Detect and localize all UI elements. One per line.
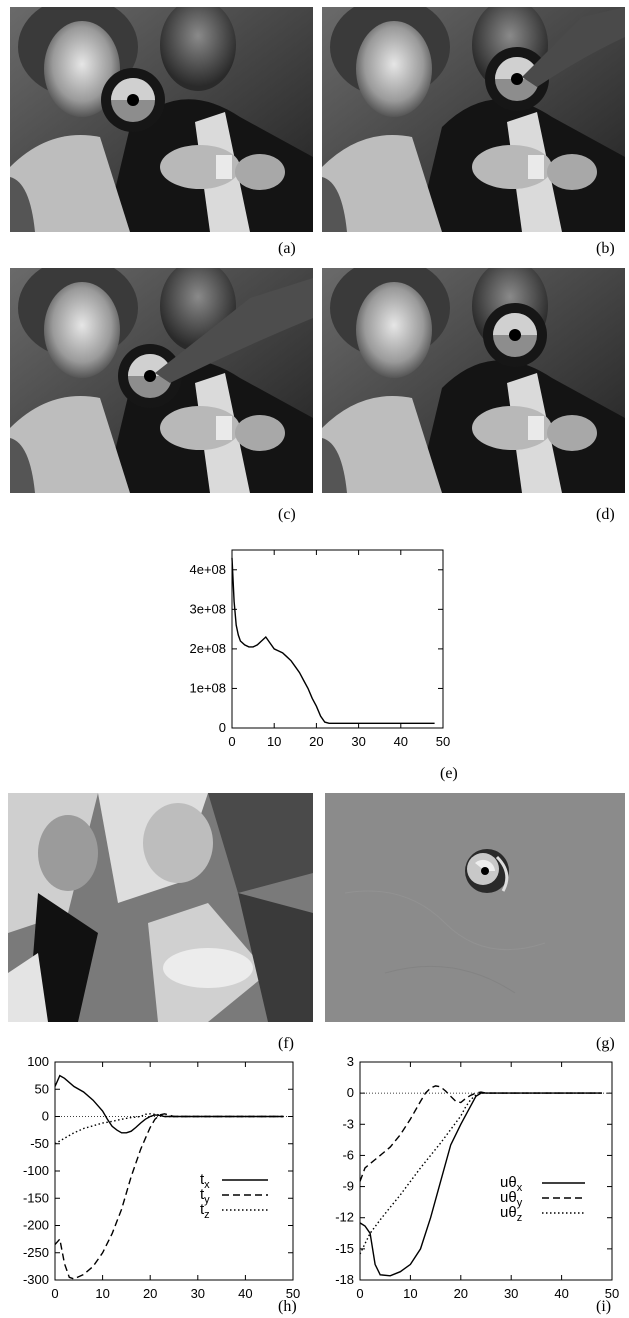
y-tick-label: 2e+08 — [189, 641, 226, 656]
legend-label: uθz — [500, 1204, 522, 1224]
photo-g — [325, 793, 625, 1022]
panel-label-a: (a) — [278, 240, 296, 257]
y-tick-label: -250 — [23, 1245, 49, 1260]
panel-label-c: (c) — [278, 506, 296, 523]
y-tick-label: 50 — [35, 1081, 49, 1096]
series-line-t_y — [54, 1113, 284, 1280]
legend-label: uθy — [500, 1189, 523, 1209]
x-tick-label: 30 — [504, 1286, 518, 1301]
y-tick-label: -9 — [342, 1179, 354, 1194]
y-tick-label: 3e+08 — [189, 601, 226, 616]
photo-d — [322, 268, 625, 493]
x-tick-label: 20 — [454, 1286, 468, 1301]
y-tick-label: -100 — [23, 1163, 49, 1178]
x-tick-label: 40 — [394, 734, 408, 749]
x-tick-label: 30 — [351, 734, 365, 749]
panel-label-h: (h) — [278, 1298, 297, 1315]
series-line-uθ_x — [359, 1092, 602, 1277]
x-tick-label: 20 — [309, 734, 323, 749]
photo-f — [8, 793, 313, 1022]
x-tick-label: 10 — [95, 1286, 109, 1301]
y-tick-label: 0 — [42, 1109, 49, 1124]
y-tick-label: 1e+08 — [189, 680, 226, 695]
legend-label: tx — [200, 1171, 210, 1191]
y-tick-label: -18 — [335, 1272, 354, 1287]
y-tick-label: -300 — [23, 1272, 49, 1287]
x-tick-label: 40 — [554, 1286, 568, 1301]
y-tick-label: 3 — [347, 1054, 354, 1069]
legend-label: ty — [200, 1186, 210, 1206]
x-tick-label: 0 — [228, 734, 235, 749]
x-tick-label: 0 — [356, 1286, 363, 1301]
photo-a — [10, 7, 313, 232]
photo-c — [10, 268, 313, 493]
legend-label: tz — [200, 1201, 210, 1221]
plot-frame-e — [231, 549, 444, 729]
photo-b — [322, 7, 625, 232]
x-tick-label: 20 — [143, 1286, 157, 1301]
x-tick-label: 40 — [238, 1286, 252, 1301]
series-line-uθ_y — [359, 1085, 602, 1182]
y-tick-label: -150 — [23, 1190, 49, 1205]
x-tick-label: 0 — [51, 1286, 58, 1301]
x-tick-label: 10 — [403, 1286, 417, 1301]
panel-label-b: (b) — [596, 240, 615, 257]
y-tick-label: 100 — [27, 1054, 49, 1069]
y-tick-label: -3 — [342, 1116, 354, 1131]
series-line-t_x — [54, 1074, 284, 1134]
y-tick-label: 4e+08 — [189, 562, 226, 577]
x-tick-label: 30 — [191, 1286, 205, 1301]
panel-label-g: (g) — [596, 1035, 615, 1052]
y-tick-label: 0 — [347, 1085, 354, 1100]
y-tick-label: -6 — [342, 1147, 354, 1162]
panel-label-i: (i) — [596, 1298, 612, 1315]
y-tick-label: -15 — [335, 1241, 354, 1256]
x-tick-label: 10 — [267, 734, 281, 749]
y-tick-label: 0 — [219, 720, 226, 735]
x-tick-label: 50 — [436, 734, 450, 749]
plot-frame-h — [54, 1061, 294, 1281]
legend-label: uθx — [500, 1174, 523, 1194]
series-line — [231, 557, 435, 724]
series-line-t_z — [54, 1113, 284, 1145]
panel-label-d: (d) — [596, 506, 615, 523]
plot-frame-i — [359, 1061, 613, 1281]
y-tick-label: -200 — [23, 1218, 49, 1233]
panel-label-e: (e) — [440, 765, 458, 782]
series-line-uθ_z — [359, 1092, 602, 1255]
panel-label-f: (f) — [278, 1035, 294, 1052]
y-tick-label: -12 — [335, 1210, 354, 1225]
y-tick-label: -50 — [30, 1136, 49, 1151]
